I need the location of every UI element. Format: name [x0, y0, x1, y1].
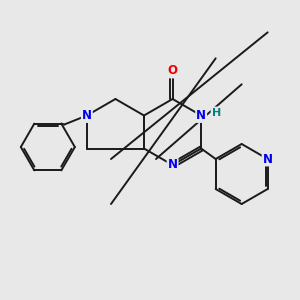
Text: N: N [82, 109, 92, 122]
Text: O: O [168, 64, 178, 77]
Text: N: N [196, 109, 206, 122]
Text: N: N [262, 152, 273, 166]
Text: N: N [168, 158, 178, 172]
Text: H: H [212, 107, 221, 118]
